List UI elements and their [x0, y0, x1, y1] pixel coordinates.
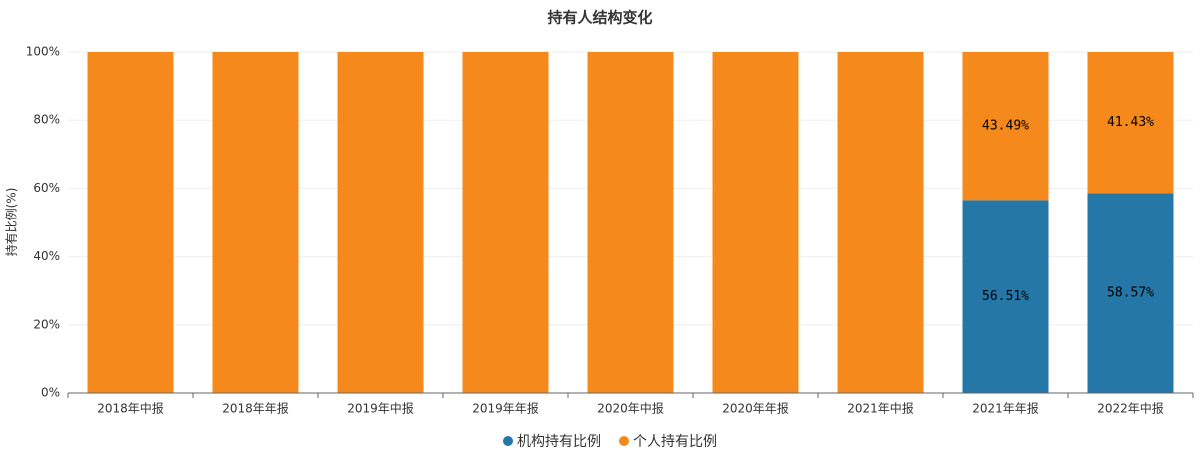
- bar-segment: [587, 52, 674, 393]
- x-tick-label: 2019年中报: [347, 401, 414, 416]
- x-tick-label: 2018年中报: [97, 401, 164, 416]
- bar-segment: [837, 52, 924, 393]
- legend-label: 个人持有比例: [633, 434, 717, 450]
- x-tick-label: 2019年年报: [472, 401, 539, 416]
- x-tick-label: 2021年中报: [847, 401, 914, 416]
- x-tick-label: 2020年中报: [597, 401, 664, 416]
- bar-segment: [962, 52, 1049, 201]
- bar-segment: [1087, 52, 1174, 194]
- y-tick-label: 0%: [41, 386, 60, 400]
- legend-swatch: [619, 436, 629, 446]
- y-tick-label: 100%: [26, 45, 60, 59]
- y-tick-label: 60%: [33, 181, 60, 195]
- x-tick-label: 2020年年报: [722, 401, 789, 416]
- legend-label: 机构持有比例: [517, 434, 601, 450]
- x-tick-label: 2018年年报: [222, 401, 289, 416]
- legend-swatch: [503, 436, 513, 446]
- x-tick-label: 2021年年报: [972, 401, 1039, 416]
- value-label: 41.43%: [1107, 115, 1154, 130]
- value-label: 58.57%: [1107, 286, 1154, 301]
- bar-segment: [1087, 193, 1174, 393]
- y-tick-label: 40%: [33, 249, 60, 263]
- chart-title: 持有人结构变化: [547, 9, 652, 27]
- value-label: 56.51%: [982, 289, 1029, 304]
- bar-segment: [712, 52, 799, 393]
- y-tick-label: 80%: [33, 113, 60, 127]
- bar-segment: [462, 52, 549, 393]
- bar-segment: [962, 200, 1049, 393]
- bar-segment: [337, 52, 424, 393]
- y-tick-label: 20%: [33, 317, 60, 331]
- bar-segment: [212, 52, 299, 393]
- value-label: 43.49%: [982, 119, 1029, 134]
- x-tick-label: 2022年中报: [1097, 401, 1164, 416]
- y-axis-label: 持有比例(%): [4, 188, 19, 257]
- bar-segment: [87, 52, 174, 393]
